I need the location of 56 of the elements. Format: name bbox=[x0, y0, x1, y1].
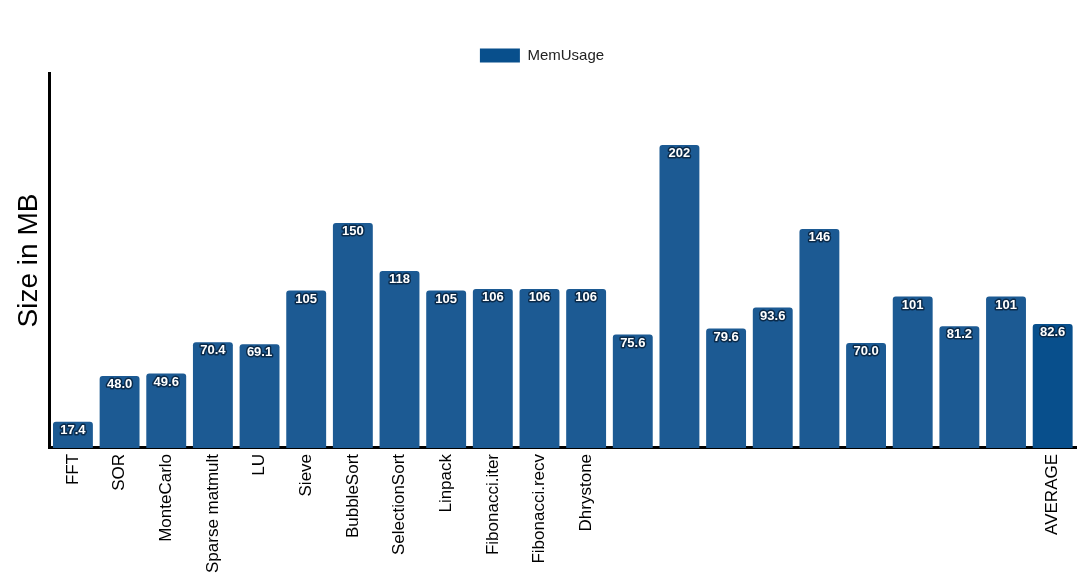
data-label: 202 bbox=[668, 145, 691, 161]
x-tick-label: LU bbox=[249, 453, 269, 476]
data-label: 75.6 bbox=[620, 334, 646, 350]
data-label: 69.1 bbox=[246, 344, 273, 360]
y-axis-title: Size in MB bbox=[11, 193, 43, 328]
data-label: 70.0 bbox=[853, 343, 879, 359]
x-tick-label: AVERAGE bbox=[1042, 453, 1062, 535]
data-label: 48.0 bbox=[106, 376, 133, 392]
data-label: 105 bbox=[435, 290, 458, 306]
legend-label: MemUsage bbox=[527, 45, 605, 63]
x-tick-label: Linpack bbox=[435, 453, 455, 513]
x-tick-label: FFT bbox=[62, 453, 82, 486]
data-label: 150 bbox=[342, 223, 364, 239]
bar bbox=[1032, 324, 1073, 448]
bar bbox=[939, 326, 980, 448]
data-label: 118 bbox=[389, 271, 410, 287]
x-tick-label: BubbleSort bbox=[342, 453, 362, 539]
data-label: 79.6 bbox=[713, 328, 739, 344]
bar bbox=[286, 290, 327, 448]
bar bbox=[192, 342, 233, 448]
bar bbox=[659, 144, 700, 448]
data-label: 93.6 bbox=[760, 307, 786, 323]
data-label: 105 bbox=[295, 290, 318, 306]
bar bbox=[799, 228, 840, 448]
x-tick-label: SelectionSort bbox=[389, 453, 409, 556]
data-label: 49.6 bbox=[153, 373, 179, 389]
data-label: 106 bbox=[528, 289, 551, 305]
x-tick-label: Fibonacci.recv bbox=[529, 453, 549, 564]
data-label: 106 bbox=[481, 289, 504, 305]
bar bbox=[612, 334, 653, 448]
bar bbox=[706, 328, 747, 448]
data-label: 70.4 bbox=[200, 342, 227, 358]
data-label: 81.2 bbox=[946, 326, 973, 342]
x-tick-label: Dhrystone bbox=[575, 453, 595, 532]
bar bbox=[846, 342, 886, 448]
data-label: 101 bbox=[995, 296, 1017, 312]
data-label: 17.4 bbox=[60, 421, 87, 437]
x-tick-label: Fibonacci.iter bbox=[482, 453, 502, 556]
x-tick-label: Sieve bbox=[295, 453, 315, 497]
bar bbox=[986, 296, 1026, 448]
data-label: 106 bbox=[575, 289, 597, 305]
bar bbox=[752, 307, 793, 448]
bar bbox=[239, 344, 280, 448]
bar bbox=[379, 270, 420, 448]
x-tick-label: MonteCarlo bbox=[155, 453, 175, 542]
x-tick-label: SOR bbox=[109, 453, 129, 491]
bar bbox=[426, 290, 467, 448]
bar bbox=[892, 296, 933, 448]
bar bbox=[566, 288, 607, 448]
x-tick-label: Sparse matmult bbox=[202, 453, 222, 574]
bar bbox=[472, 288, 513, 448]
data-label: 101 bbox=[901, 296, 924, 312]
data-label: 82.6 bbox=[1040, 324, 1066, 340]
bar bbox=[332, 222, 373, 448]
bar bbox=[519, 288, 560, 448]
data-label: 146 bbox=[808, 229, 831, 245]
